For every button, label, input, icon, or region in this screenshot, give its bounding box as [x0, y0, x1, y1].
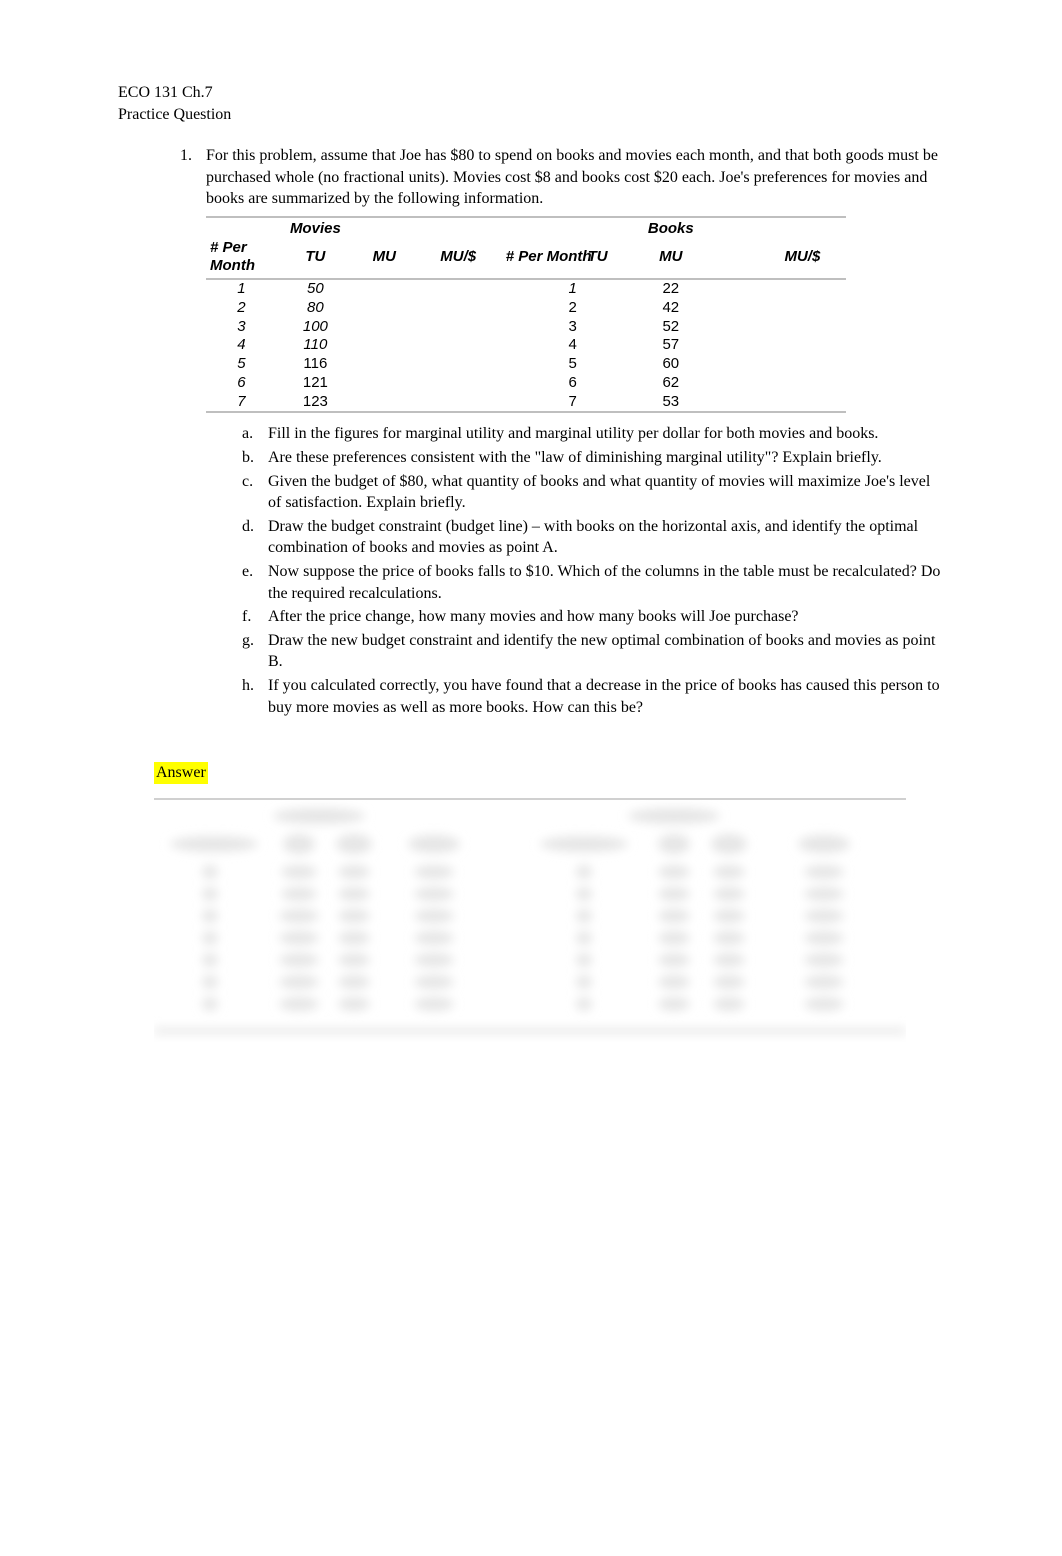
alpha-text: After the price change, how many movies … — [268, 606, 944, 628]
alpha-text: Now suppose the price of books falls to … — [268, 561, 944, 604]
table-row: 280 242 — [206, 299, 846, 318]
alpha-text: Draw the budget constraint (budget line)… — [268, 516, 944, 559]
alpha-marker: h. — [242, 675, 268, 718]
alpha-item: d. Draw the budget constraint (budget li… — [242, 516, 944, 559]
alpha-marker: b. — [242, 447, 268, 469]
alpha-item: a. Fill in the figures for marginal util… — [242, 423, 944, 445]
course-code: ECO 131 Ch.7 — [118, 82, 944, 104]
alpha-item: c. Given the budget of $80, what quantit… — [242, 471, 944, 514]
alpha-marker: e. — [242, 561, 268, 604]
table-row: 150 122 — [206, 279, 846, 299]
table-row: 6121 662 — [206, 374, 846, 393]
page-subtitle: Practice Question — [118, 104, 944, 126]
alpha-marker: a. — [242, 423, 268, 445]
answer-section: Answer — [118, 734, 944, 1040]
col-books-per-month-tu: # Per MonthTU — [502, 239, 644, 280]
table-row: 7123 753 — [206, 393, 846, 413]
col-mu-per-dollar: MU/$ — [415, 239, 502, 280]
alpha-text: Given the budget of $80, what quantity o… — [268, 471, 944, 514]
alpha-text: Draw the new budget constraint and ident… — [268, 630, 944, 673]
alpha-item: h. If you calculated correctly, you have… — [242, 675, 944, 718]
col-mu: MU — [354, 239, 415, 280]
utility-table-wrap: Movies Books # Per Month TU MU — [206, 216, 944, 414]
alpha-item: e. Now suppose the price of books falls … — [242, 561, 944, 604]
col-tu: TU — [277, 239, 354, 280]
alpha-item: b. Are these preferences consistent with… — [242, 447, 944, 469]
alpha-marker: d. — [242, 516, 268, 559]
answer-label: Answer — [154, 762, 208, 784]
col-per-month: # Per Month — [206, 239, 277, 280]
alpha-marker: g. — [242, 630, 268, 673]
problem-number: 1. — [180, 145, 206, 720]
alpha-text: Are these preferences consistent with th… — [268, 447, 944, 469]
alpha-text: If you calculated correctly, you have fo… — [268, 675, 944, 718]
alpha-item: g. Draw the new budget constraint and id… — [242, 630, 944, 673]
alpha-marker: f. — [242, 606, 268, 628]
movies-group-heading: Movies — [277, 217, 354, 239]
problem-text: For this problem, assume that Joe has $8… — [206, 147, 938, 207]
alpha-marker: c. — [242, 471, 268, 514]
col-books-mu-per-dollar: MU/$ — [759, 239, 846, 280]
col-books-mu: MU — [644, 239, 699, 280]
table-row: 5116 560 — [206, 355, 846, 374]
alpha-list: a. Fill in the figures for marginal util… — [206, 423, 944, 718]
table-row: 3100 352 — [206, 318, 846, 337]
table-row: 4110 457 — [206, 336, 846, 355]
blur-graphic — [154, 800, 906, 1042]
obscured-answer-region — [154, 798, 906, 1040]
alpha-item: f. After the price change, how many movi… — [242, 606, 944, 628]
utility-table: Movies Books # Per Month TU MU — [206, 216, 846, 414]
alpha-text: Fill in the figures for marginal utility… — [268, 423, 944, 445]
books-group-heading: Books — [644, 217, 699, 239]
